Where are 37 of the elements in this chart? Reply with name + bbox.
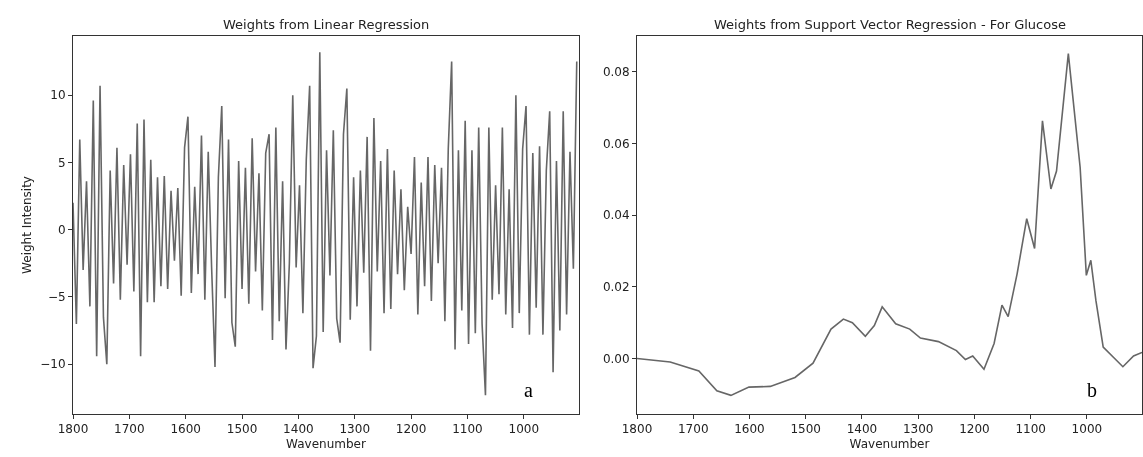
x-tick-label: 1600 [734,422,765,437]
x-tick-label: 1800 [621,422,653,437]
x-tick-label: 1500 [790,422,821,437]
chart-title: Weights from Linear Regression [223,17,430,32]
y-tick-label: 0.00 [602,351,630,366]
annotation: b [1087,379,1097,401]
y-tick-label: 5 [57,155,66,170]
x-tick-label: 1200 [395,422,427,437]
x-axis-title: Wavenumber [286,437,366,452]
x-tick-label: 1800 [57,422,89,437]
x-tick-label: 1100 [452,422,483,437]
x-axis-title: Wavenumber [849,437,930,452]
annotation: a [524,379,533,401]
x-tick-label: 1300 [902,422,934,437]
y-tick-label: 0.06 [602,136,630,151]
x-tick-label: 1500 [226,422,258,437]
line-series [637,52,1142,397]
y-tick-label: 10 [50,88,66,103]
x-tick-label: 1400 [283,422,314,437]
line-series [73,51,578,396]
x-tick-label: 1200 [959,422,990,437]
x-tick-label: 1600 [170,422,201,437]
y-tick-label: 0.08 [602,65,630,80]
x-tick-label: 1300 [339,422,371,437]
y-tick-label: 0.04 [602,208,630,223]
y-tick-label: −10 [40,357,66,372]
y-axis-title: Weight Intensity [19,176,34,274]
x-tick-label: 1400 [846,422,878,437]
x-tick-label: 1700 [677,422,709,437]
chart-title: Weights from Support Vector Regression - For Glucose [714,17,1066,32]
y-tick-label: −5 [47,290,66,305]
y-tick-label: 0 [57,222,66,237]
x-tick-label: 1100 [1015,422,1046,437]
x-tick-label: 1000 [1071,422,1103,437]
x-tick-label: 1700 [114,422,145,437]
y-tick-label: 0.02 [602,280,630,295]
x-tick-label: 1000 [508,422,540,437]
